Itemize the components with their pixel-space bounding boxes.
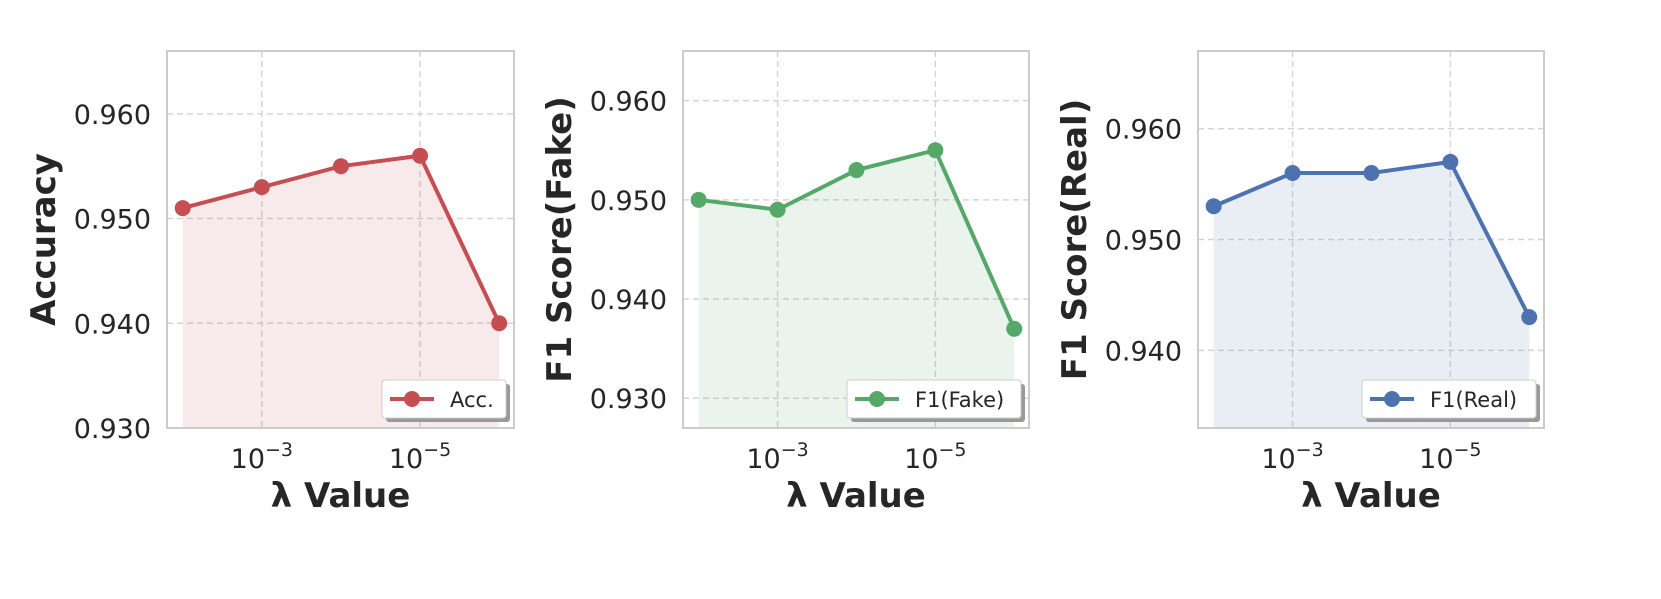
- marker: [1521, 309, 1538, 326]
- legend-marker: [869, 391, 885, 407]
- y-tick-label: 0.950: [590, 186, 667, 217]
- tick-exponent: −5: [939, 439, 967, 461]
- legend-label: Acc.: [450, 388, 494, 412]
- marker: [332, 158, 349, 175]
- tick-exponent: −5: [1454, 439, 1482, 461]
- legend-box: [381, 379, 507, 419]
- marker: [690, 191, 707, 208]
- x-tick-label: 10−5: [904, 439, 966, 475]
- legend-box: [846, 379, 1022, 419]
- x-tick-label: 10−3: [231, 439, 293, 475]
- x-tick-label: 10−5: [1419, 439, 1481, 475]
- legend-box: [1361, 379, 1537, 419]
- x-axis-label: λ Value: [271, 476, 411, 516]
- marker: [1006, 320, 1023, 337]
- tick-base: 10: [1419, 444, 1453, 475]
- marker: [848, 162, 865, 179]
- plot-area: [683, 51, 1029, 428]
- legend-label: F1(Real): [1430, 388, 1517, 412]
- y-axis-label: F1 Score(Fake): [540, 96, 580, 383]
- y-tick-label: 0.960: [590, 87, 667, 118]
- y-tick-label: 0.940: [590, 285, 667, 316]
- marker: [769, 201, 786, 218]
- y-tick-label: 0.950: [74, 205, 151, 236]
- area: [1213, 161, 1530, 428]
- y-axis-label: Accuracy: [24, 153, 64, 326]
- tick-base: 10: [746, 444, 780, 475]
- y-tick-label: 0.940: [74, 309, 151, 340]
- legend-marker: [404, 391, 420, 407]
- tick-base: 10: [1261, 444, 1295, 475]
- tick-base: 10: [389, 444, 423, 475]
- marker: [1284, 164, 1301, 181]
- marker: [412, 147, 429, 164]
- marker: [491, 315, 508, 332]
- area: [698, 150, 1015, 429]
- y-tick-label: 0.960: [1105, 115, 1182, 146]
- x-tick-label: 10−3: [746, 439, 808, 475]
- x-tick-label: 10−5: [389, 439, 451, 475]
- plot-frame: [1197, 50, 1545, 429]
- legend-marker: [1384, 391, 1400, 407]
- legend-label: F1(Fake): [915, 388, 1004, 412]
- marker: [927, 142, 944, 159]
- y-tick-label: 0.930: [74, 414, 151, 445]
- marker: [174, 200, 191, 217]
- marker: [1363, 164, 1380, 181]
- y-tick-label: 0.940: [1105, 336, 1182, 367]
- plot-frame: [166, 50, 515, 429]
- x-axis-label: λ Value: [786, 476, 926, 516]
- x-axis-label: λ Value: [1301, 476, 1441, 516]
- x-tick-label: 10−3: [1261, 439, 1323, 475]
- plot-frame: [682, 50, 1030, 429]
- y-tick-label: 0.960: [74, 100, 151, 131]
- marker: [253, 179, 270, 196]
- tick-exponent: −3: [781, 439, 809, 461]
- y-tick-label: 0.930: [590, 384, 667, 415]
- tick-exponent: −3: [1296, 439, 1324, 461]
- marker: [1205, 198, 1222, 215]
- marker: [1442, 153, 1459, 170]
- y-tick-label: 0.950: [1105, 226, 1182, 257]
- tick-exponent: −5: [423, 439, 451, 461]
- y-axis-label: F1 Score(Real): [1055, 99, 1095, 380]
- area: [182, 155, 500, 428]
- tick-base: 10: [904, 444, 938, 475]
- tick-base: 10: [231, 444, 265, 475]
- tick-exponent: −3: [265, 439, 293, 461]
